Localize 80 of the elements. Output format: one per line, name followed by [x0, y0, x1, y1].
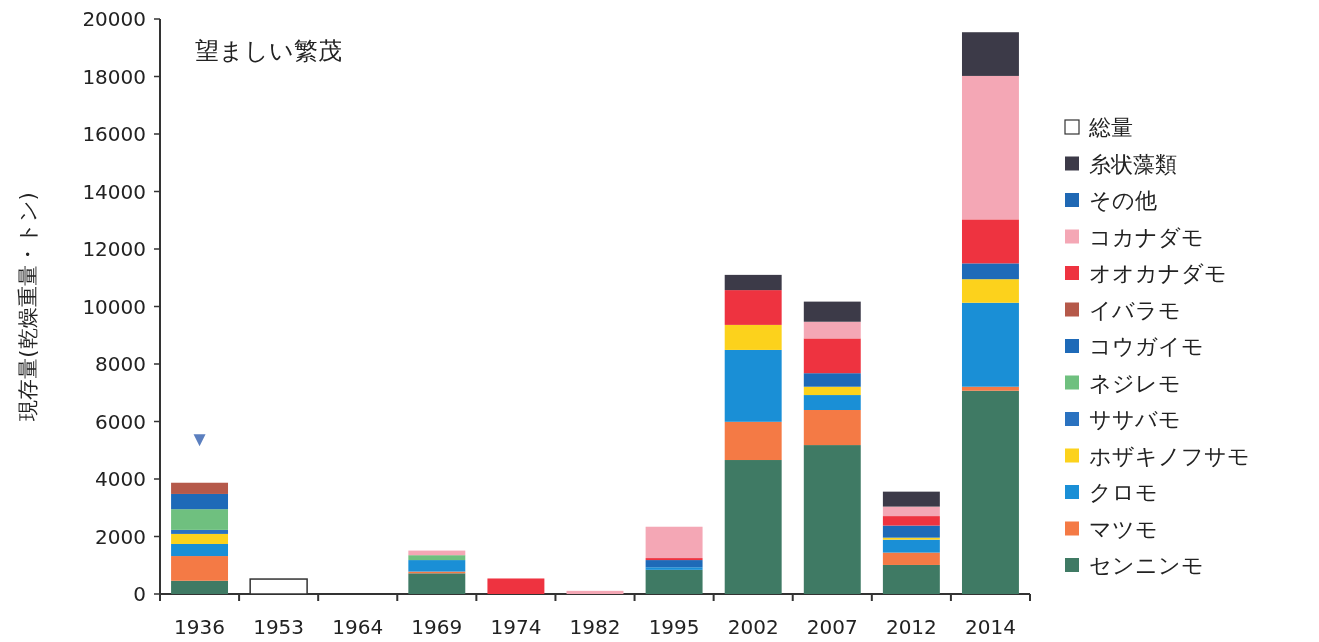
bar: [645, 558, 703, 561]
x-tick-label: 1936: [174, 615, 225, 639]
bar: [961, 302, 1019, 387]
y-tick-label: 4000: [95, 467, 146, 491]
legend-label: クロモ: [1089, 480, 1158, 505]
bar: [803, 301, 861, 322]
bar: [882, 516, 940, 526]
bar: [724, 274, 782, 291]
legend-label: 総量: [1088, 115, 1133, 140]
bar: [882, 491, 940, 507]
legend-label: センニンモ: [1089, 553, 1204, 578]
legend-label: コカナダモ: [1089, 224, 1204, 250]
y-tick-label: 6000: [95, 409, 146, 434]
bar: [961, 263, 1019, 280]
bar: [803, 373, 861, 387]
bar: [961, 75, 1019, 220]
legend-label: イバラモ: [1089, 297, 1181, 323]
bar: [566, 590, 624, 594]
y-tick-label: 2000: [95, 524, 146, 549]
y-tick-label: 16000: [82, 122, 146, 146]
bar: [961, 32, 1019, 76]
bar: [961, 390, 1019, 594]
bar: [803, 338, 861, 374]
bar: [171, 556, 229, 581]
legend-label: オオカナダモ: [1089, 261, 1227, 286]
legend-label: ネジレモ: [1089, 370, 1181, 396]
bar: [882, 537, 940, 540]
bar: [882, 552, 940, 565]
bar: [408, 555, 466, 561]
bar: [408, 560, 466, 572]
bar: [645, 560, 703, 568]
bar: [882, 525, 940, 538]
bar: [645, 567, 703, 570]
legend-label: ササバモ: [1089, 407, 1181, 432]
bar: [724, 349, 782, 422]
bar: [408, 573, 466, 594]
y-axis-title: 現存量(乾燥重量・トン): [16, 192, 40, 421]
y-tick-label: 8000: [95, 352, 146, 376]
bar: [724, 460, 782, 594]
bar: [882, 564, 940, 594]
x-tick-label: 2007: [806, 615, 858, 639]
y-tick-label: 20000: [82, 7, 146, 31]
bar: [171, 580, 229, 594]
bar: [645, 526, 703, 559]
bar: [882, 506, 940, 517]
legend-label: 糸状藻類: [1089, 151, 1177, 177]
legend-label: マツモ: [1089, 516, 1158, 542]
text: 望ましい繁茂: [195, 37, 342, 65]
bar: [645, 569, 703, 594]
y-tick-label: 0: [133, 582, 146, 606]
x-tick-label: 2014: [965, 615, 1016, 639]
x-tick-label: 1974: [490, 615, 542, 639]
bar: [803, 395, 861, 410]
x-tick-label: 1982: [569, 615, 621, 639]
x-tick-label: 2012: [885, 615, 937, 639]
x-tick-label: 1995: [648, 615, 700, 639]
bar: [724, 421, 782, 461]
y-tick-label: 14000: [82, 179, 146, 204]
y-tick-label: 18000: [82, 64, 146, 89]
y-tick-label: 12000: [82, 237, 146, 261]
bar: [724, 324, 782, 350]
legend-label: その他: [1089, 188, 1157, 213]
bar: [882, 539, 940, 553]
bar: [487, 578, 545, 594]
bar: [724, 290, 782, 325]
bar: [171, 543, 229, 557]
bar: [961, 386, 1019, 391]
bar: [803, 386, 861, 396]
x-tick-label: 1953: [253, 615, 305, 639]
bar: [803, 321, 861, 339]
x-tick-label: 1964: [332, 615, 384, 639]
x-tick-label: 2002: [727, 615, 779, 639]
legend-label: コウガイモ: [1089, 334, 1204, 359]
bar: [961, 219, 1019, 264]
x-tick-label: 1969: [411, 615, 463, 639]
legend-label: ホザキノフサモ: [1089, 443, 1250, 469]
bar: [803, 410, 861, 446]
bar: [803, 445, 861, 594]
bar: [961, 279, 1019, 303]
y-tick-label: 10000: [82, 294, 146, 319]
